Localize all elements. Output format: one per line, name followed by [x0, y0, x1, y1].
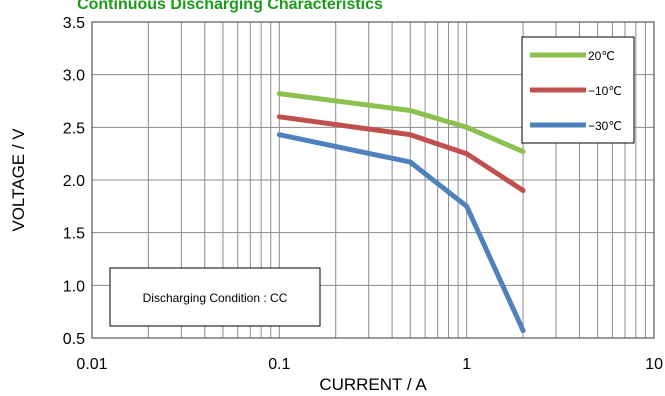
- grid-lines: [92, 22, 654, 338]
- x-tick-labels: 0.01 0.1 1 10: [76, 356, 663, 373]
- y-tick-label: 2.0: [63, 173, 85, 190]
- condition-note-text: Discharging Condition : CC: [143, 291, 288, 305]
- y-axis-title: VOLTAGE / V: [9, 128, 28, 232]
- series-layer: [276, 91, 526, 334]
- condition-note: Discharging Condition : CC: [109, 267, 321, 327]
- legend-items: 20℃ −10℃ −30℃: [530, 49, 622, 133]
- x-tick-label: 0.01: [76, 356, 107, 373]
- series-line-0: [276, 91, 526, 155]
- chart-title: Continuous Discharging Characteristics: [77, 0, 383, 13]
- legend-label: 20℃: [588, 49, 615, 63]
- plot-frame: [91, 21, 655, 339]
- y-tick-label: 1.0: [63, 278, 85, 295]
- y-tick-labels: 0.5 1.0 1.5 2.0 2.5 3.0 3.5: [63, 15, 85, 348]
- legend: 20℃ −10℃ −30℃: [521, 36, 635, 144]
- y-tick-label: 1.5: [63, 226, 85, 243]
- series-line-1: [276, 114, 526, 193]
- y-tick-label: 0.5: [63, 331, 85, 348]
- condition-note-box: [109, 267, 321, 327]
- x-tick-label: 0.1: [268, 356, 290, 373]
- y-tick-label: 3.5: [63, 15, 85, 32]
- x-tick-label: 10: [645, 356, 663, 373]
- y-tick-label: 3.0: [63, 68, 85, 85]
- y-tick-label: 2.5: [63, 120, 85, 137]
- x-tick-label: 1: [462, 356, 471, 373]
- legend-label: −10℃: [588, 84, 622, 98]
- x-axis-title: CURRENT / A: [319, 375, 427, 394]
- legend-label: −30℃: [588, 119, 622, 133]
- series-line-2: [276, 132, 526, 334]
